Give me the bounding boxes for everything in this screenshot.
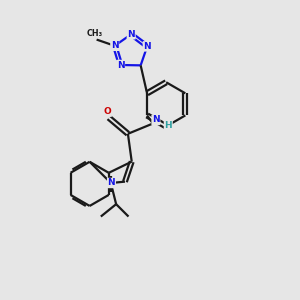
Text: N: N — [143, 42, 151, 51]
Text: N: N — [117, 61, 124, 70]
Text: O: O — [103, 107, 111, 116]
Text: N: N — [152, 116, 160, 124]
Text: N: N — [108, 178, 115, 188]
Text: CH₃: CH₃ — [86, 28, 102, 38]
Text: N: N — [127, 30, 135, 39]
Text: H: H — [164, 122, 172, 130]
Text: N: N — [111, 41, 118, 50]
